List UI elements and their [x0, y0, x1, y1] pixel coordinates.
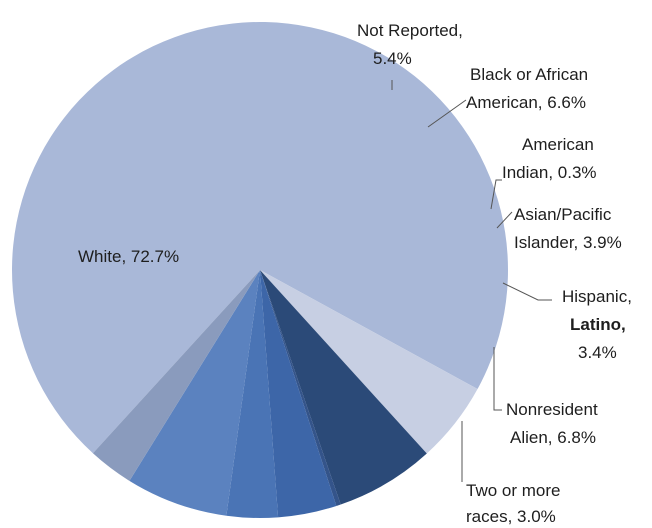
label-hispanic-line2: Latino, — [570, 315, 626, 334]
label-american-indian-line2: Indian, 0.3% — [502, 163, 597, 182]
pie-slice-not-reported — [260, 270, 478, 454]
leader-line-american-indian — [490, 179, 502, 210]
label-asian-line2: Islander, 3.9% — [514, 233, 622, 252]
leader-line-nonresident — [493, 347, 502, 411]
leader-line-black — [427, 99, 467, 128]
label-hispanic-line3: 3.4% — [578, 343, 617, 362]
label-asian-line1: Asian/Pacific — [514, 205, 612, 224]
label-nonresident-line2: Alien, 6.8% — [510, 428, 596, 447]
label-american-indian-line1: American — [522, 135, 594, 154]
pie-slice-asian-pacific-islander — [260, 270, 337, 518]
label-not-reported-line1: Not Reported, — [357, 21, 463, 40]
pie-slice-american-indian — [260, 270, 341, 506]
pie-slice-black-or-african-american — [260, 270, 427, 505]
pie-slice-nonresident-alien — [129, 270, 260, 516]
pie-slice-two-or-more-races — [92, 270, 260, 481]
pie-slice-hispanic-latino — [226, 270, 279, 519]
label-two-or-more-line2: races, 3.0% — [466, 507, 556, 526]
pie-slices — [11, 21, 508, 519]
leader-line-hispanic — [502, 282, 552, 301]
label-hispanic-line1: Hispanic, — [562, 287, 632, 306]
label-two-or-more-line1: Two or more — [466, 481, 560, 500]
label-black-line2: American, 6.6% — [466, 93, 586, 112]
label-black-line1: Black or African — [470, 65, 588, 84]
label-not-reported-line2: 5.4% — [373, 49, 412, 68]
leader-line-asian — [496, 211, 513, 229]
label-nonresident-line1: Nonresident — [506, 400, 598, 419]
label-white: White, 72.7% — [78, 247, 179, 266]
pie-slice-white — [11, 21, 508, 454]
